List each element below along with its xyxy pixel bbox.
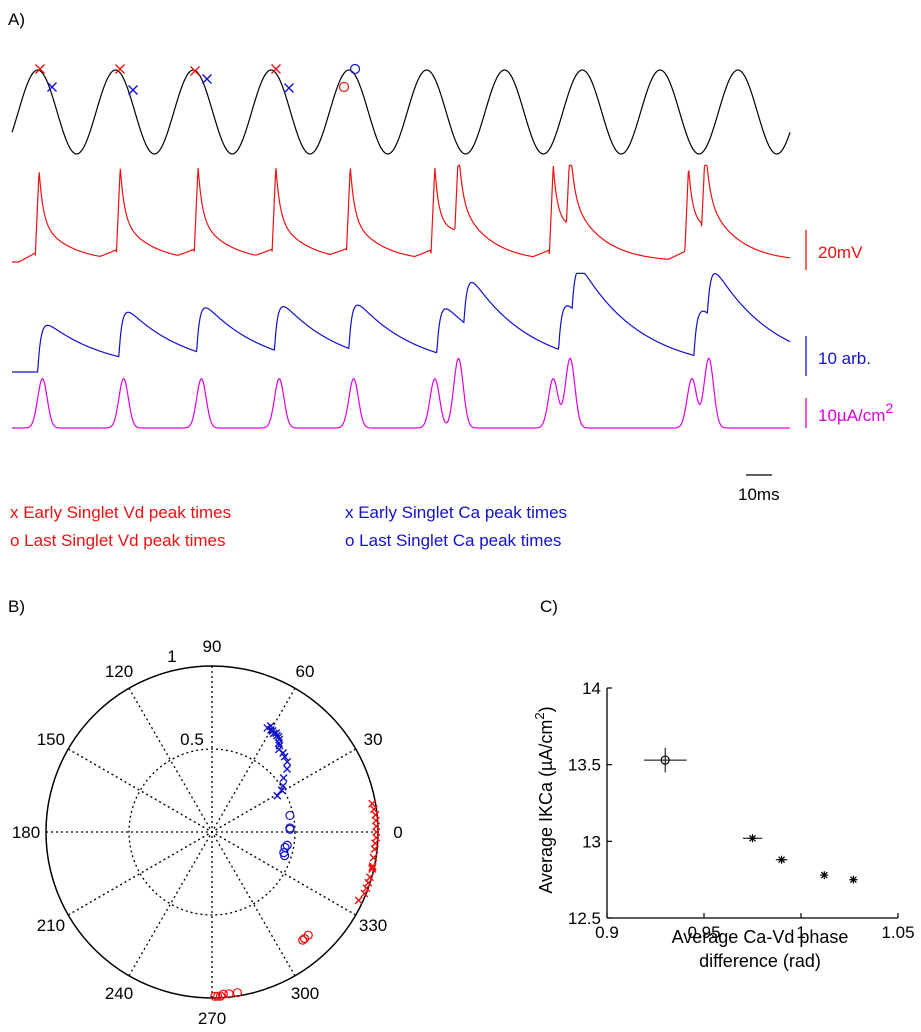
legend-early-vd: x Early Singlet Vd peak times: [10, 503, 231, 522]
early-ca-marker: [202, 74, 212, 84]
last-vd-marker: [338, 81, 350, 93]
polar-x-point: [365, 873, 374, 882]
polar-x-point: [368, 862, 377, 871]
data-point-star: [748, 834, 757, 843]
angle-tick-label: 210: [37, 916, 65, 935]
radial-tick-label: 1: [167, 647, 176, 666]
polar-o-point: [282, 840, 292, 850]
angle-tick-label: 240: [105, 984, 133, 1003]
vd-scale-label: 20mV: [818, 243, 863, 262]
angle-tick-label: 120: [105, 662, 133, 681]
carrier-trace: [11, 69, 791, 155]
angle-tick-label: 180: [12, 823, 40, 842]
data-point-circle: [660, 755, 670, 765]
scale-bars: 20mV 10 arb. 10µA/cm2 10ms: [738, 230, 893, 504]
polar-half-circle: [128, 748, 296, 916]
ikca-scale-label: 10µA/cm2: [818, 400, 893, 425]
y-tick-label: 12.5: [568, 909, 601, 928]
polar-x-point: [369, 805, 378, 814]
angle-tick-label: 30: [364, 730, 383, 749]
legend-last-ca: o Last Singlet Ca peak times: [345, 531, 561, 550]
early-ca-marker: [47, 82, 57, 92]
ikca-trace: [12, 357, 790, 429]
polar-x-point: [369, 853, 378, 862]
y-tick-label: 13.5: [568, 756, 601, 775]
polar-x-point: [283, 757, 292, 766]
c-ylabel: Average IKCa (µA/cm2): [532, 706, 556, 893]
c-ylabel-sup: 2: [532, 712, 547, 719]
polar-o-point: [299, 933, 310, 944]
polar-x-point: [364, 878, 373, 887]
data-point-star: [820, 871, 829, 880]
panel-a-label: A): [8, 10, 25, 29]
panel-c-label: C): [540, 597, 558, 616]
angle-tick-label: 330: [359, 916, 387, 935]
panel-b-label: B): [8, 597, 25, 616]
polar-o-point: [210, 991, 220, 1001]
polar-x-point: [263, 723, 272, 732]
c-xlabel-line1: Average Ca-Vd phase: [672, 927, 849, 947]
early-ca-marker: [284, 83, 294, 93]
polar-o-point: [280, 850, 290, 861]
early-vd-marker: [271, 64, 281, 74]
polar-x-point: [279, 774, 288, 783]
x-tick-label: 0.95: [687, 923, 720, 942]
panel-a-traces: [11, 63, 791, 429]
polar-spoke: [67, 748, 357, 916]
legend-early-ca: x Early Singlet Ca peak times: [345, 503, 567, 522]
x-tick-label: 1: [796, 923, 805, 942]
angle-tick-label: 90: [203, 637, 222, 656]
c-xlabel-line2: difference (rad): [699, 951, 821, 971]
ikca-scale-sup: 2: [885, 400, 893, 416]
polar-x-point: [275, 741, 284, 750]
polar-x-point: [272, 729, 281, 738]
last-ca-marker: [349, 63, 361, 75]
polar-x-point: [362, 884, 371, 893]
angle-tick-label: 0: [393, 823, 402, 842]
polar-o-point: [216, 991, 226, 1001]
data-point-star: [777, 855, 786, 864]
ca-scale-label: 10 arb.: [818, 349, 871, 368]
polar-x-point: [279, 781, 287, 790]
polar-o-point: [280, 842, 290, 853]
polar-x-point: [354, 896, 363, 905]
x-tick-label: 0.9: [595, 923, 619, 942]
vd-trace: [12, 164, 791, 263]
angle-tick-label: 300: [291, 984, 319, 1003]
legend-last-vd: o Last Singlet Vd peak times: [10, 531, 225, 550]
polar-x-point: [368, 799, 377, 808]
polar-o-point: [298, 935, 308, 945]
legend: x Early Singlet Vd peak times o Last Sin…: [10, 503, 567, 550]
early-vd-marker: [190, 66, 200, 76]
ca-trace: [12, 272, 791, 373]
y-tick-label: 14: [582, 679, 601, 698]
early-vd-marker: [115, 64, 125, 74]
angle-tick-label: 150: [37, 730, 65, 749]
time-scale-label: 10ms: [738, 485, 780, 504]
polar-x-point: [360, 889, 369, 898]
polar-o-point: [213, 991, 223, 1001]
polar-o-point: [224, 989, 234, 999]
scatter-plot: Average Ca-Vd phase difference (rad) Ave…: [532, 679, 915, 971]
angle-tick-label: 60: [296, 662, 315, 681]
y-tick-label: 13: [582, 832, 601, 851]
polar-x-point: [368, 863, 377, 872]
x-tick-label: 1.05: [881, 923, 914, 942]
polar-x-point: [283, 765, 292, 774]
polar-x-point: [370, 845, 379, 854]
polar-o-point: [285, 810, 295, 821]
early-vd-marker: [35, 64, 45, 74]
polar-o-point: [218, 989, 228, 999]
polar-plot: 0 30 60 90 120 150 180 210 240 270 300 330 0.5 1: [12, 637, 403, 1028]
polar-o-point: [285, 824, 295, 834]
data-point-star: [849, 875, 858, 884]
radial-tick-label: 0.5: [180, 730, 204, 749]
angle-tick-label: 270: [198, 1009, 226, 1028]
polar-x-point: [368, 864, 377, 873]
polar-x-point: [273, 791, 282, 800]
early-ca-marker: [128, 85, 138, 95]
